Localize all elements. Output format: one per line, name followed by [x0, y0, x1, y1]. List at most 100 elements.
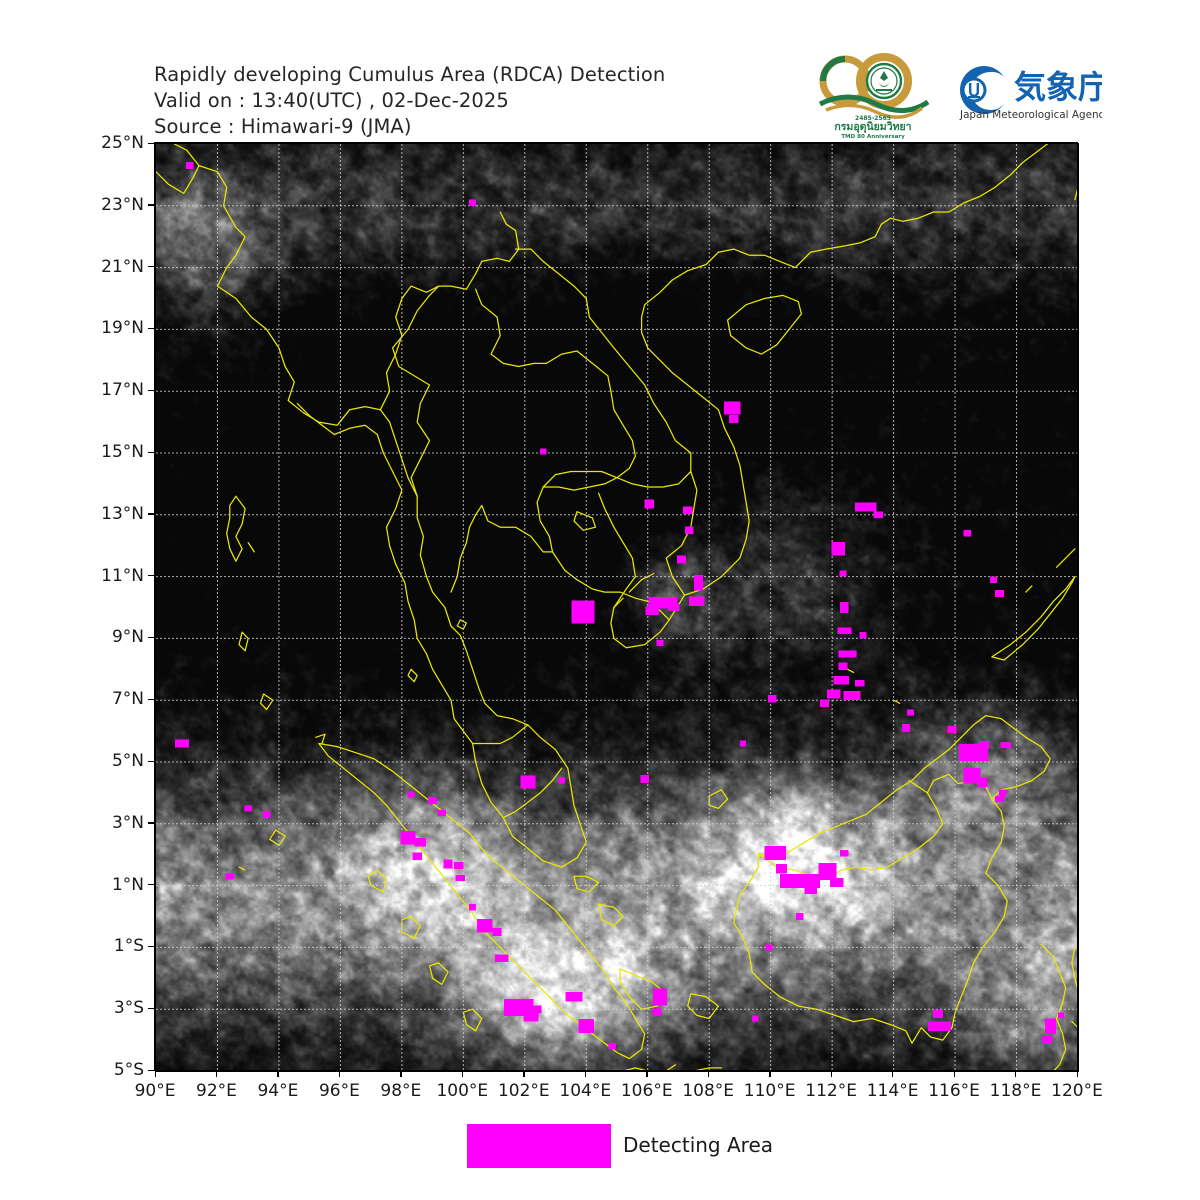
satellite-map[interactable] — [155, 143, 1079, 1072]
y-tickmark — [148, 266, 155, 268]
detecting-area-cell — [826, 689, 841, 699]
y-axis-tick-label: 7°N — [111, 689, 144, 710]
detecting-area-cell — [995, 590, 1005, 597]
detecting-area-cell — [978, 777, 988, 787]
tmd-logo-thai-name: กรมอุตุนิยมวิทยา — [834, 121, 911, 134]
coastline-path — [471, 724, 529, 745]
detecting-area-cell — [902, 724, 910, 732]
detecting-area-cell — [645, 606, 660, 615]
detecting-area-cell — [571, 600, 595, 624]
coastline-path — [428, 962, 449, 986]
coastline-path — [1055, 548, 1076, 568]
x-tickmark — [154, 1070, 156, 1077]
detecting-area-cell — [186, 162, 194, 169]
detecting-area-cell — [873, 511, 883, 519]
coastline-path — [238, 631, 249, 652]
y-axis-tick-label: 17°N — [101, 380, 144, 401]
coastline-path — [628, 572, 655, 593]
detecting-area-cell — [838, 662, 848, 670]
detecting-area-cell — [819, 699, 829, 708]
x-tickmark — [338, 1070, 341, 1077]
x-tickmark — [830, 1070, 833, 1077]
y-axis-tick-label: 3°N — [111, 812, 144, 833]
x-axis-tick-label: 120°E — [1051, 1081, 1103, 1101]
detecting-area-cell — [437, 809, 447, 817]
y-tickmark — [148, 760, 155, 762]
coastline-path — [315, 733, 326, 745]
y-tickmark — [148, 327, 155, 330]
detecting-area-overlay — [175, 162, 1065, 1050]
y-tickmark — [148, 204, 155, 206]
detecting-area-cell — [469, 904, 476, 911]
detecting-area-cell — [1042, 1036, 1052, 1044]
detecting-area-cell — [831, 541, 846, 556]
x-axis-tick-label: 94°E — [257, 1081, 299, 1101]
coastline-path — [708, 789, 729, 810]
detecting-area-cell — [840, 849, 849, 857]
coastline-path — [1071, 1020, 1078, 1029]
detecting-area-cell — [928, 1021, 952, 1031]
detecting-area-cell — [492, 928, 502, 936]
coastline-path — [391, 285, 440, 497]
coastline-path — [379, 211, 520, 411]
detecting-area-cell — [640, 775, 649, 783]
jma-logo-english: Japan Meteorological Agency — [959, 109, 1102, 121]
coastline-path — [619, 968, 664, 1010]
detecting-area-cell — [684, 526, 694, 534]
y-tickmark — [148, 636, 155, 639]
coastline-path — [502, 767, 563, 819]
detecting-area-cell — [723, 401, 741, 415]
detecting-area-cell — [504, 999, 534, 1017]
detecting-area-cell — [947, 726, 957, 733]
tmd-logo: 2485-2565 กรมอุตุนิยมวิทยา TMD 80 Annive… — [818, 53, 930, 140]
detecting-area-cell — [998, 789, 1007, 797]
jma-logo-kanji: 気象庁 — [1014, 68, 1102, 106]
detecting-area-cell — [838, 650, 857, 658]
x-axis-tick-label: 92°E — [196, 1081, 237, 1101]
detecting-area-cell — [752, 1015, 759, 1022]
detecting-area-cell — [739, 740, 746, 747]
detecting-area-cell — [565, 992, 583, 1002]
detecting-area-cell — [818, 863, 837, 881]
coastline-path — [991, 575, 1076, 661]
logo-group: 2485-2565 กรมอุตุนิยมวิทยา TMD 80 Annive… — [812, 48, 1102, 140]
detecting-area-cell — [676, 555, 687, 564]
detecting-area-cell — [859, 632, 867, 639]
coastline-path — [892, 699, 901, 704]
title-block: Rapidly developing Cumulus Area (RDCA) D… — [154, 62, 665, 140]
coastline-path — [733, 852, 913, 1044]
y-tickmark — [148, 1007, 155, 1010]
x-tickmark — [584, 1070, 587, 1077]
y-tickmark — [148, 945, 155, 948]
detecting-area-cell — [990, 576, 997, 583]
coastline-path — [597, 492, 637, 609]
detecting-area-cell — [833, 675, 850, 685]
y-tickmark — [148, 513, 155, 515]
x-tickmark — [461, 1070, 464, 1077]
x-axis-tick-label: 98°E — [380, 1081, 422, 1101]
coastline-path — [665, 1064, 677, 1071]
detecting-area-cell — [455, 874, 465, 881]
detecting-area-cell — [693, 575, 703, 591]
detecting-area-cell — [843, 691, 861, 700]
coastline-path — [238, 866, 246, 871]
coastline-path — [908, 779, 929, 794]
x-axis-tick-label: 108°E — [682, 1081, 735, 1101]
detecting-area-cell — [469, 199, 476, 206]
detecting-area-cell — [689, 596, 705, 606]
x-tickmark — [892, 1070, 894, 1077]
coastline-path — [367, 869, 388, 893]
x-axis-tick-label: 96°E — [318, 1081, 360, 1101]
x-tickmark — [523, 1070, 525, 1077]
coastline-path — [318, 742, 646, 1060]
x-tickmark — [707, 1070, 710, 1077]
detecting-area-cell — [855, 679, 865, 687]
coastline-path — [1071, 946, 1078, 992]
valid-time-line: Valid on : 13:40(UTC) , 02-Dec-2025 — [154, 89, 509, 112]
coastline-overlay — [156, 144, 1078, 1071]
x-axis-tick-label: 104°E — [559, 1081, 612, 1101]
detecting-area-cell — [648, 597, 678, 609]
x-axis-tick-label: 112°E — [805, 1081, 857, 1101]
